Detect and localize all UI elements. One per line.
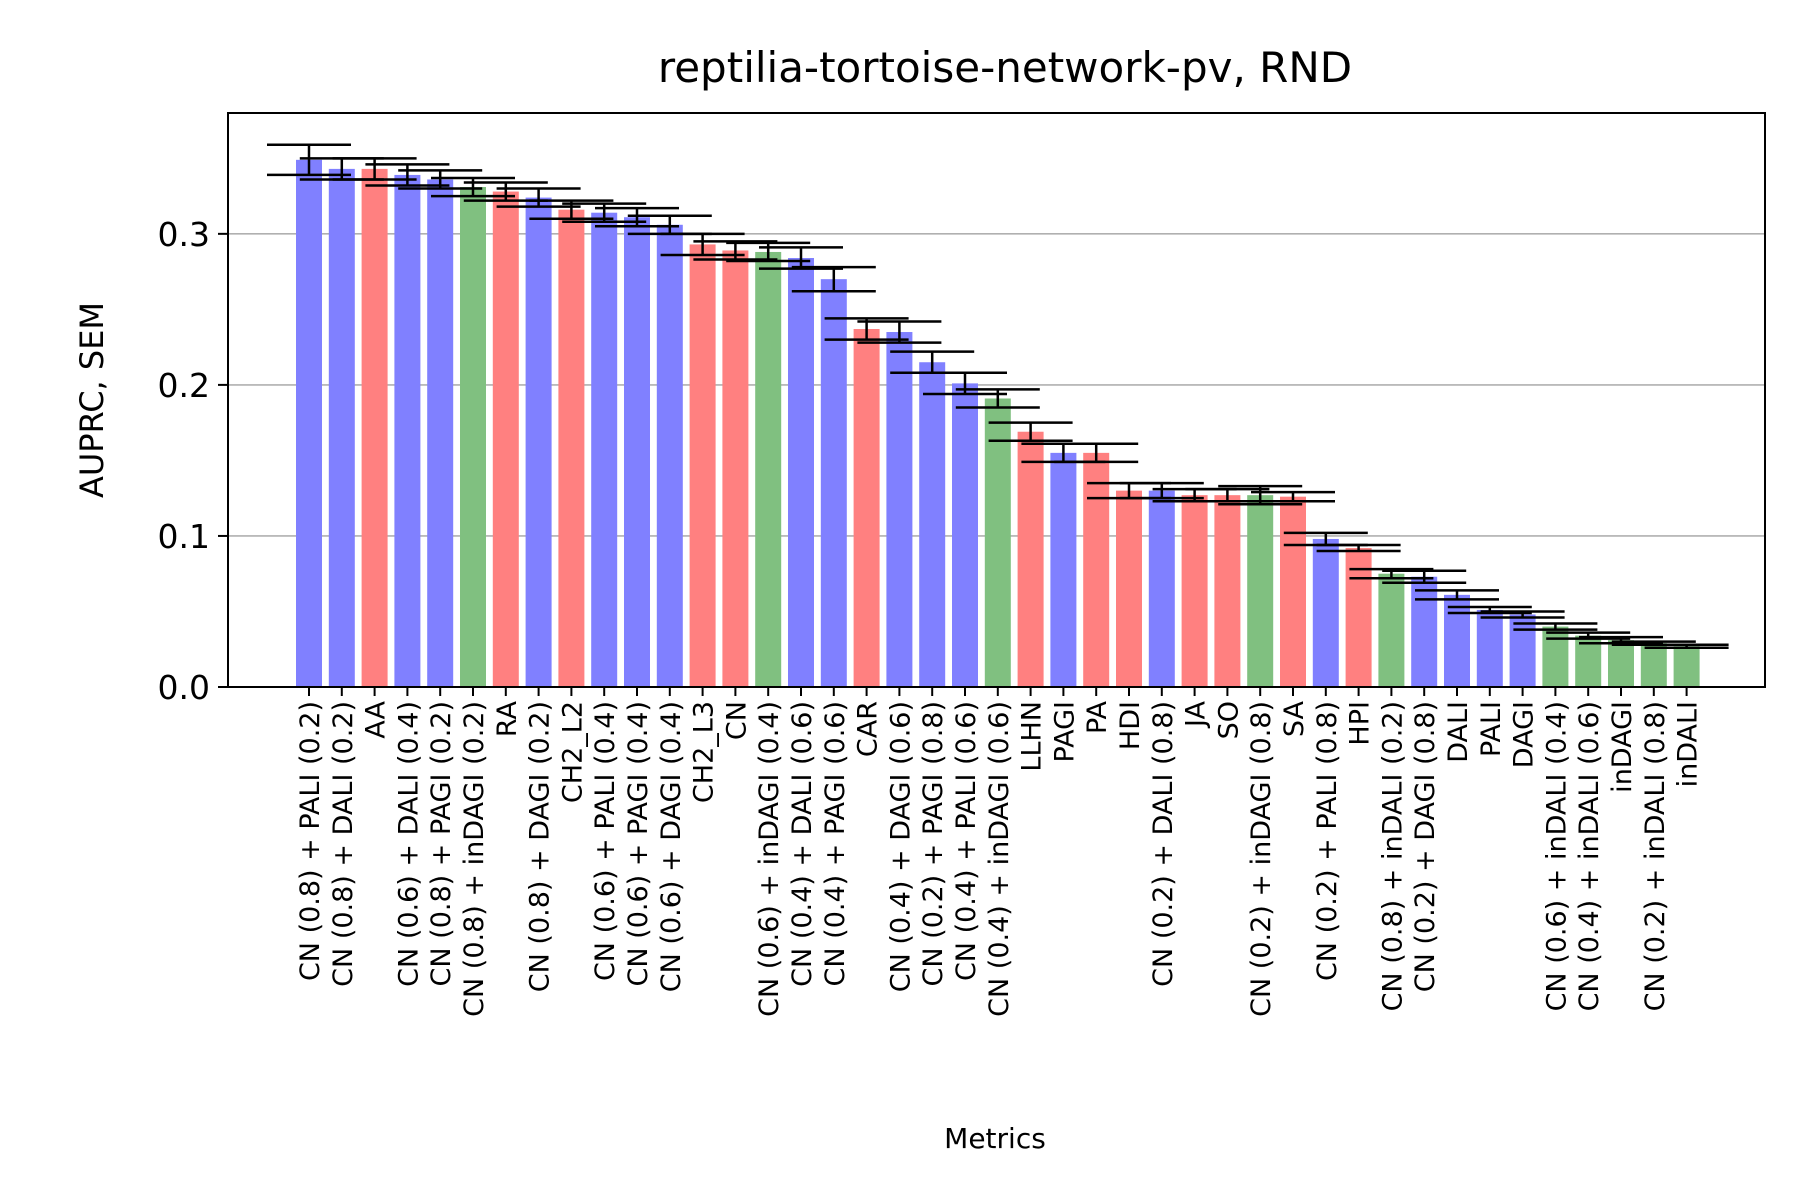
bar	[1050, 452, 1077, 687]
x-tick-label: CN (0.4) + PALI (0.6)	[951, 701, 982, 981]
x-tick-label: CN (0.4) + inDAGI (0.6)	[984, 701, 1015, 1017]
bar	[427, 179, 454, 687]
y-axis-ticks: 0.0 0.1 0.2 0.3	[158, 215, 228, 707]
y-tick-label: 0.2	[158, 366, 210, 405]
x-tick-label: CH2_L3	[689, 701, 720, 803]
bar	[591, 212, 618, 687]
x-tick-label: CN (0.6) + DAGI (0.4)	[656, 701, 687, 992]
x-tick-label: inDAGI	[1607, 701, 1638, 793]
bar	[1509, 614, 1536, 687]
bar	[1214, 495, 1241, 687]
bar	[656, 224, 683, 688]
bar	[296, 159, 322, 688]
x-tick-label: CN (0.6) + inDALI (0.4)	[1541, 701, 1572, 1011]
bar	[1083, 452, 1110, 687]
bar	[1017, 431, 1044, 687]
y-tick-label: 0.3	[158, 215, 210, 254]
error-bars	[267, 143, 1729, 649]
bar	[820, 279, 847, 687]
x-tick-label: PAGI	[1049, 701, 1080, 762]
x-tick-label: HPI	[1345, 701, 1376, 746]
bar	[1280, 496, 1306, 687]
x-tick-label: CN (0.4) + DAGI (0.6)	[885, 701, 916, 992]
bar	[1116, 490, 1142, 687]
bar	[1476, 609, 1503, 687]
x-tick-label: inDALI	[1673, 701, 1704, 787]
x-tick-label: CN (0.4) + inDALI (0.6)	[1574, 701, 1605, 1011]
bar	[1608, 640, 1634, 687]
bar	[984, 398, 1011, 687]
bar	[1673, 646, 1700, 687]
bar	[624, 217, 650, 687]
x-tick-label: PALI	[1476, 701, 1507, 757]
x-tick-label: HDI	[1115, 701, 1146, 750]
bar	[755, 251, 782, 687]
x-tick-label: CN (0.8) + PAGI (0.2)	[426, 701, 457, 986]
bar	[492, 191, 519, 687]
bar	[394, 174, 421, 687]
x-tick-label: CN (0.8) + inDAGI (0.2)	[459, 701, 490, 1017]
bar	[788, 258, 814, 687]
x-tick-label: CN (0.2) + DAGI (0.8)	[1410, 701, 1441, 992]
x-tick-label: PA	[1082, 700, 1113, 734]
y-tick-label: 0.1	[158, 517, 210, 556]
bar	[722, 250, 749, 688]
bar	[1378, 573, 1405, 687]
x-tick-label: CN (0.2) + inDAGI (0.8)	[1246, 701, 1277, 1017]
bar	[1542, 626, 1569, 687]
x-tick-label: CN (0.2) + DALI (0.8)	[1148, 701, 1179, 987]
bar	[689, 244, 716, 688]
bar	[1411, 576, 1438, 687]
x-tick-label: SO	[1213, 701, 1244, 739]
x-tick-label: CN (0.6) + PALI (0.4)	[590, 701, 621, 981]
bar	[1148, 490, 1175, 687]
x-tick-label: CN (0.2) + PAGI (0.8)	[918, 701, 949, 986]
bar	[1444, 594, 1470, 687]
x-tick-label: CN	[721, 701, 752, 740]
y-axis-label: AUPRC, SEM	[73, 302, 111, 498]
bar	[328, 168, 355, 688]
x-axis-ticks: CN (0.8) + PALI (0.2) CN (0.8) + DALI (0.…	[295, 687, 1704, 1017]
x-tick-label: CN (0.4) + PAGI (0.6)	[820, 701, 851, 986]
x-tick-label: DAGI	[1509, 701, 1540, 768]
x-tick-label: CN (0.6) + DALI (0.4)	[393, 701, 424, 987]
x-tick-label: JA	[1181, 700, 1212, 728]
bar	[952, 383, 978, 687]
x-tick-label: CN (0.2) + PALI (0.8)	[1312, 701, 1343, 981]
bar	[361, 168, 388, 688]
bar	[1247, 495, 1274, 687]
x-tick-label: LLHN	[1017, 701, 1048, 772]
bar	[886, 332, 913, 687]
bar	[1181, 495, 1208, 687]
x-tick-label: CN (0.4) + DALI (0.6)	[787, 701, 818, 987]
bar	[460, 187, 486, 687]
bar	[853, 329, 880, 687]
x-tick-label: CN (0.8) + DAGI (0.2)	[525, 701, 556, 992]
bar	[525, 197, 552, 687]
x-tick-label: CN (0.6) + inDAGI (0.4)	[754, 701, 785, 1017]
x-axis-label: Metrics	[944, 1122, 1046, 1155]
bar	[1345, 548, 1372, 687]
x-tick-label: CN (0.2) + inDALI (0.8)	[1640, 701, 1671, 1011]
x-tick-label: CH2_L2	[557, 701, 588, 803]
x-tick-label: DALI	[1443, 701, 1474, 763]
x-tick-label: CN (0.8) + inDALI (0.2)	[1377, 701, 1408, 1011]
bar	[919, 362, 946, 687]
x-tick-label: CN (0.8) + PALI (0.2)	[295, 701, 326, 981]
bars	[296, 159, 1700, 688]
x-tick-label: CAR	[853, 701, 884, 757]
y-tick-label: 0.0	[158, 668, 210, 707]
x-tick-label: RA	[492, 700, 523, 737]
x-tick-label: CN (0.6) + PAGI (0.4)	[623, 701, 654, 986]
x-tick-label: CN (0.8) + DALI (0.2)	[328, 701, 359, 987]
x-tick-label: SA	[1279, 700, 1310, 737]
bar	[1312, 538, 1339, 687]
chart-title: reptilia-tortoise-network-pv, RND	[658, 43, 1352, 92]
plot-frame	[227, 112, 1766, 688]
x-tick-label: AA	[361, 700, 392, 738]
bar	[1640, 643, 1667, 687]
bar	[558, 209, 585, 687]
